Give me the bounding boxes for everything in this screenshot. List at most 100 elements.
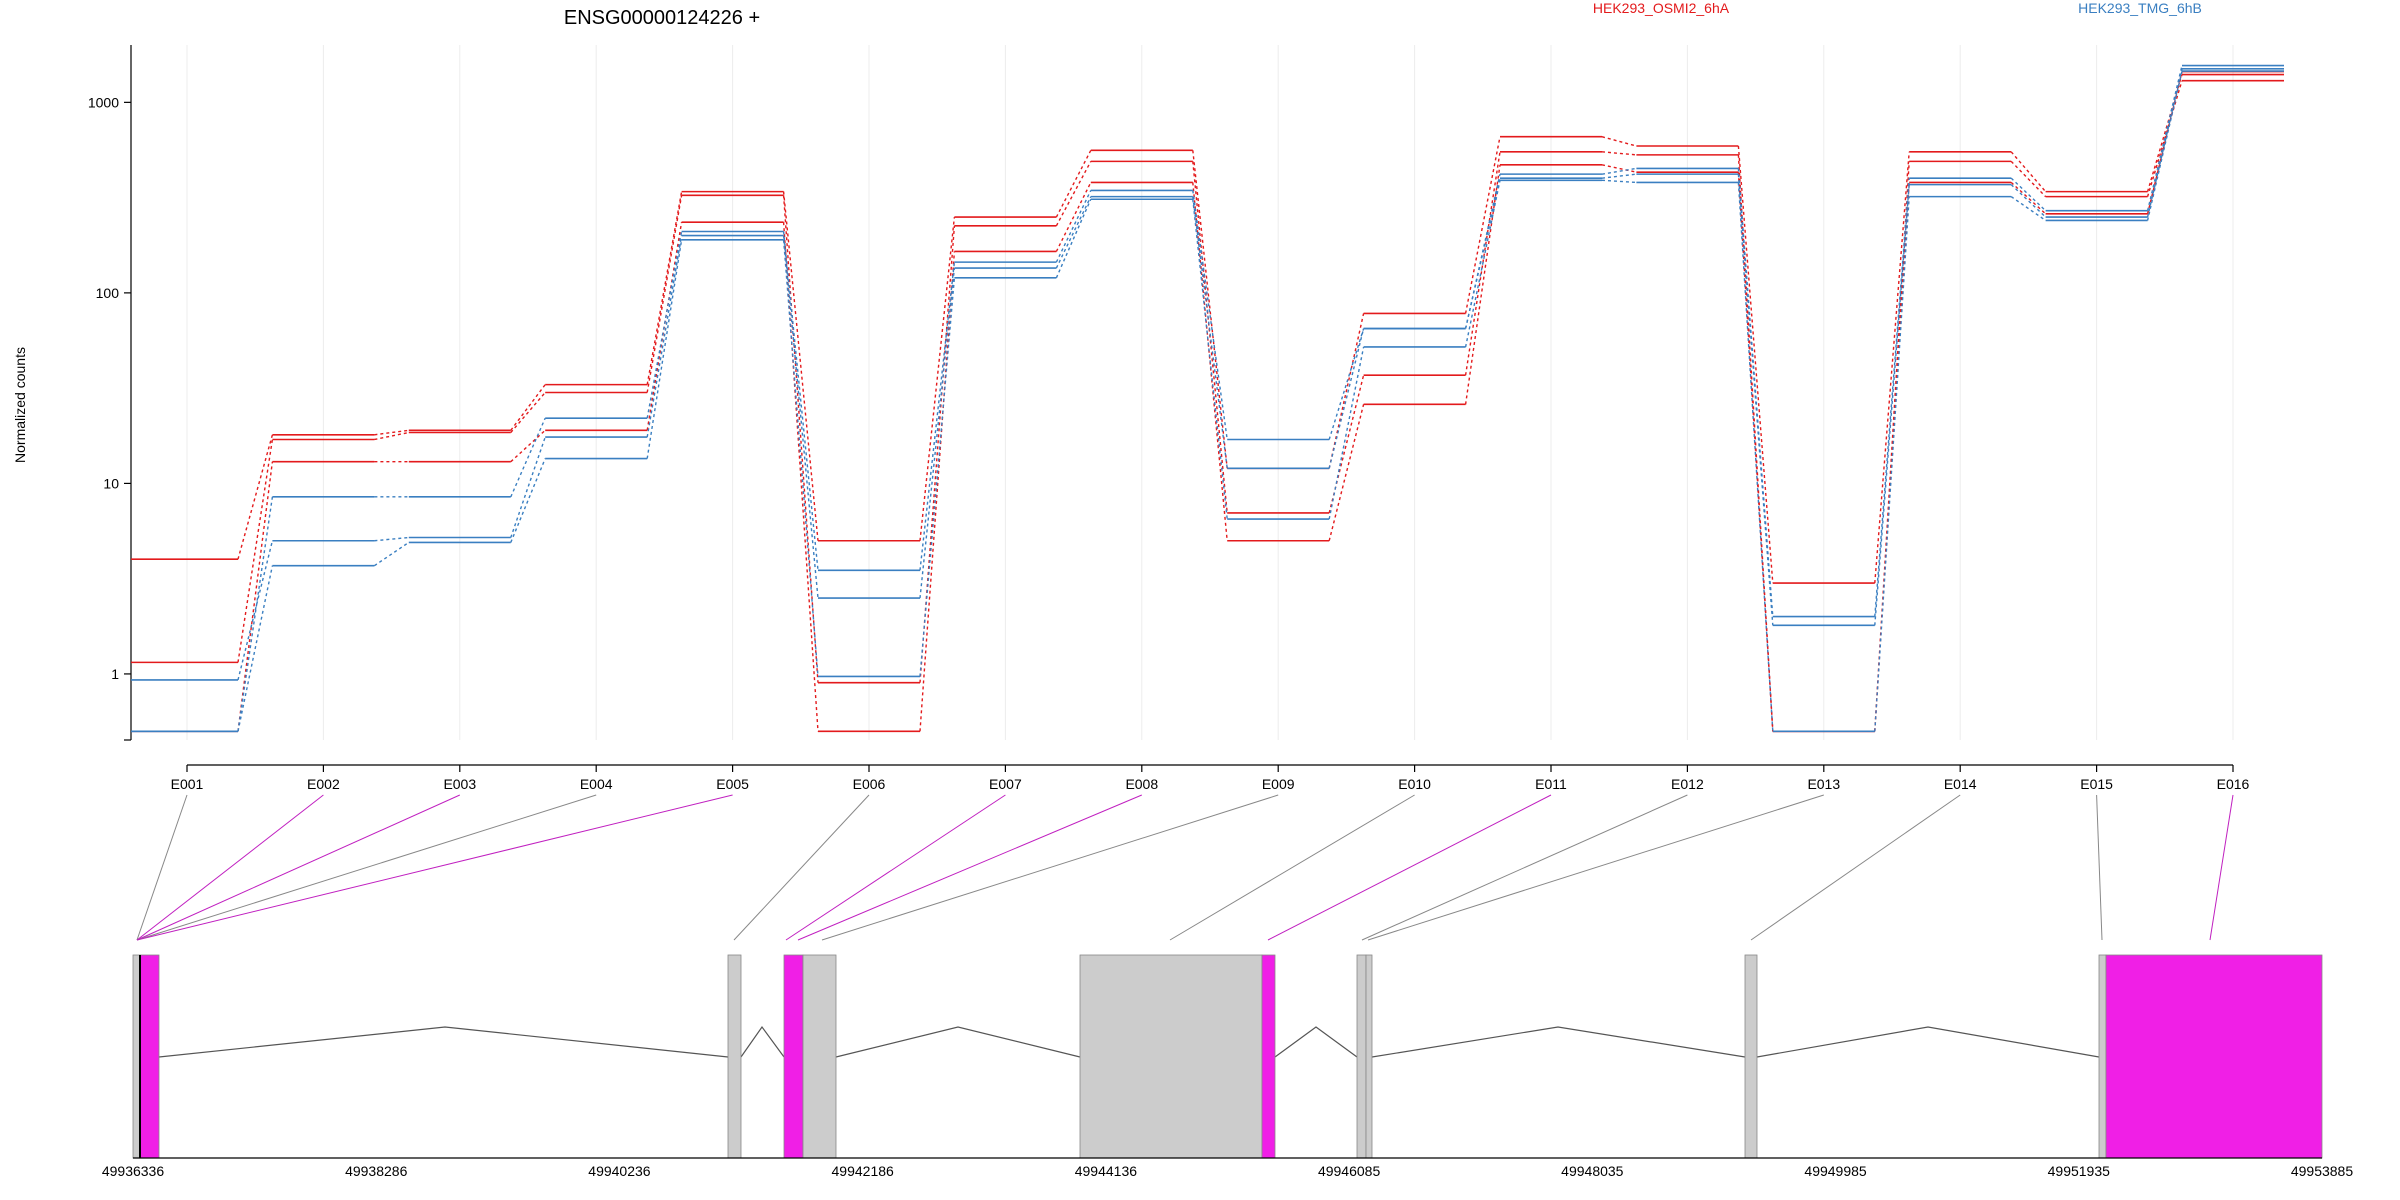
data-transition <box>782 191 819 541</box>
data-transition <box>1737 182 1774 732</box>
data-transition <box>1055 182 1092 252</box>
coord-label: 49946085 <box>1318 1163 1381 1179</box>
genomic-coordinate-axis: 49936336 49938286 49940236 49942186 49944136… <box>102 1157 2354 1179</box>
intron-line <box>1371 1026 1746 1058</box>
data-transition <box>510 458 546 543</box>
x-tick-label: E002 <box>307 776 340 792</box>
exon-box <box>727 954 742 1159</box>
intron-line <box>1274 1026 1358 1058</box>
data-transition <box>919 216 956 541</box>
coord-label: 49948035 <box>1561 1163 1624 1179</box>
exon-box <box>783 954 804 1159</box>
data-transition <box>510 384 546 431</box>
chart-title: ENSG00000124226 + <box>564 7 760 29</box>
data-transition <box>919 251 956 732</box>
exon-connector <box>1169 794 1415 941</box>
data-transition <box>1874 196 1910 732</box>
series-hek293_osmi2_6ha <box>131 73 2284 584</box>
exon-connector <box>821 794 1279 941</box>
series-layer <box>131 64 2284 733</box>
data-transition <box>1601 164 1637 173</box>
exon-connector <box>1367 794 1824 941</box>
data-transition <box>374 536 409 542</box>
coord-label: 49944136 <box>1075 1163 1138 1179</box>
x-tick-label: E010 <box>1398 776 1431 792</box>
exon-box <box>1261 954 1276 1159</box>
data-transition <box>646 239 683 459</box>
exon-connector <box>2209 794 2234 941</box>
series-hek293_tmg_6hb <box>131 68 2284 681</box>
gene-model <box>132 954 2323 1159</box>
data-transition <box>646 231 683 419</box>
plot-grid <box>186 45 2234 740</box>
coord-label: 49951935 <box>2048 1163 2111 1179</box>
data-transition <box>1192 150 1228 469</box>
data-transition <box>2010 181 2047 215</box>
data-transition <box>646 222 683 431</box>
x-tick-label: E004 <box>580 776 613 792</box>
series-hek293_osmi2_6ha <box>131 70 2284 733</box>
x-tick-label: E015 <box>2080 776 2113 792</box>
data-transition <box>782 235 819 599</box>
x-tick-label: E003 <box>443 776 476 792</box>
exon-connector <box>733 794 870 941</box>
x-tick-label: E007 <box>989 776 1022 792</box>
data-transition <box>1055 150 1092 218</box>
exon-connector <box>136 794 597 941</box>
legend-item-tmg: HEK293_TMG_6hB <box>2078 0 2202 16</box>
data-transition <box>1601 173 1637 179</box>
data-transition <box>1601 151 1637 156</box>
data-transition <box>237 565 274 732</box>
data-transition <box>237 439 274 663</box>
x-tick-label: E016 <box>2217 776 2250 792</box>
data-transition <box>1601 167 1637 175</box>
data-transition <box>2146 65 2183 211</box>
data-transition <box>1874 184 1910 626</box>
data-transition <box>1192 190 1228 440</box>
data-transition <box>2010 177 2047 212</box>
coord-label: 49942186 <box>832 1163 895 1179</box>
series-hek293_tmg_6hb <box>131 70 2284 733</box>
data-transition <box>1464 151 1501 376</box>
x-tick-label: E013 <box>1807 776 1840 792</box>
exon-connector <box>136 794 324 941</box>
x-tick-label: E011 <box>1535 776 1567 792</box>
data-transition <box>1874 151 1910 584</box>
data-transition <box>1737 145 1774 584</box>
coord-label: 49953885 <box>2291 1163 2354 1179</box>
data-transition <box>782 231 819 571</box>
data-transition <box>1601 136 1637 147</box>
data-transition <box>1464 180 1501 348</box>
intron-line <box>835 1026 1081 1058</box>
data-transition <box>1055 190 1092 263</box>
exon-connector <box>785 794 1006 941</box>
data-transition <box>1464 136 1501 314</box>
data-transition <box>646 191 683 385</box>
x-tick-label: E005 <box>716 776 749 792</box>
y-tick-label: 1 <box>111 666 119 682</box>
data-transition <box>510 392 546 433</box>
exon-box <box>802 954 837 1159</box>
data-transition <box>2146 74 2183 192</box>
data-transition <box>1055 161 1092 227</box>
exon-connector <box>797 794 1142 941</box>
data-transition <box>2146 70 2183 221</box>
x-tick-label: E008 <box>1125 776 1158 792</box>
data-transition <box>782 239 819 677</box>
data-transition <box>1874 182 1910 732</box>
intron-line <box>158 1026 729 1058</box>
exon-box <box>132 954 141 1159</box>
data-transition <box>2010 184 2047 218</box>
legend-item-osmi2: HEK293_OSMI2_6hA <box>1593 0 1730 16</box>
data-transition <box>1737 174 1774 626</box>
exon-connector <box>136 794 461 941</box>
data-transition <box>646 235 683 438</box>
data-transition <box>919 267 956 599</box>
exon-connector <box>136 794 733 941</box>
exon-box <box>2098 954 2107 1159</box>
data-transition <box>510 417 546 498</box>
x-tick-label: E009 <box>1262 776 1295 792</box>
data-transition <box>782 222 819 732</box>
data-transition <box>510 429 546 463</box>
